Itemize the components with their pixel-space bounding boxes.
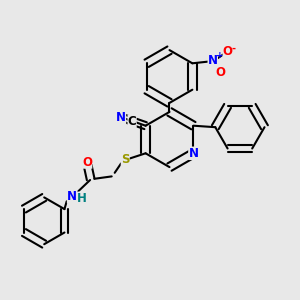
Text: N: N: [116, 111, 126, 124]
Text: +: +: [216, 51, 223, 60]
Text: N: N: [208, 54, 218, 68]
Text: O: O: [215, 66, 225, 79]
Text: S: S: [121, 153, 129, 167]
Text: O: O: [82, 155, 92, 169]
Text: O: O: [223, 45, 233, 58]
Text: N: N: [188, 147, 198, 160]
Text: N: N: [67, 190, 77, 203]
Text: C: C: [128, 115, 136, 128]
Text: -: -: [231, 43, 235, 53]
Text: H: H: [77, 192, 87, 205]
